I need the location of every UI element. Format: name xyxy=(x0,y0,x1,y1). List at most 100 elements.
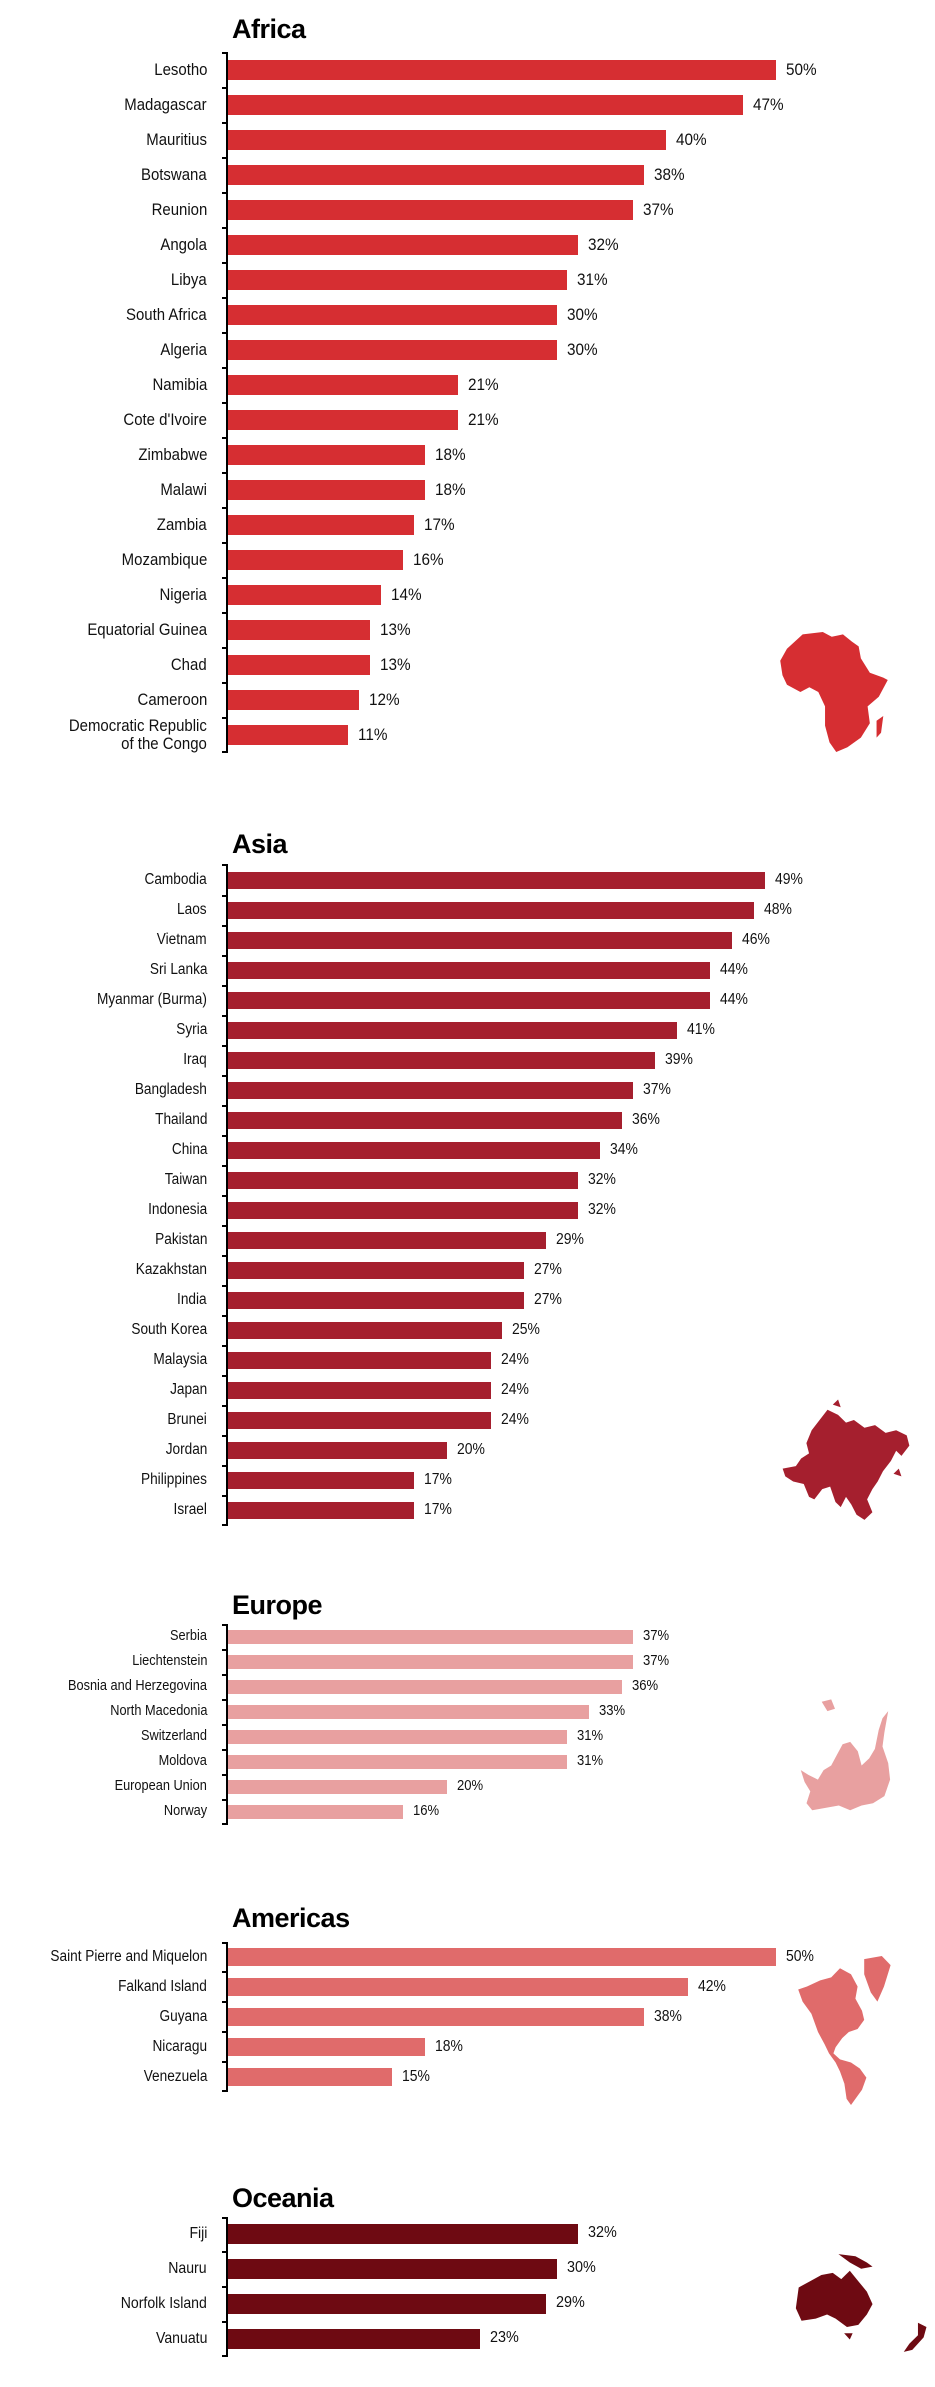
value-label: 17% xyxy=(424,514,455,534)
category-label: Equatorial Guinea xyxy=(87,621,207,639)
category-label-line: South Korea xyxy=(131,1321,207,1339)
y-axis-tick xyxy=(222,1971,227,1973)
bar xyxy=(228,1082,634,1099)
americas-map-icon-shape xyxy=(798,1956,891,2105)
y-axis-tick xyxy=(222,2061,227,2063)
category-label: Lesotho xyxy=(154,61,207,79)
category-label: Venezuela xyxy=(143,2068,207,2085)
value-label: 48% xyxy=(763,901,792,919)
value-label: 37% xyxy=(643,1081,672,1099)
category-label: Cambodia xyxy=(144,871,207,889)
category-label-line: Equatorial Guinea xyxy=(87,620,207,640)
y-axis-tick xyxy=(222,894,227,897)
bar xyxy=(228,962,710,979)
category-label-line: Nigeria xyxy=(159,585,207,605)
value-label: 21% xyxy=(467,409,499,429)
bar xyxy=(228,1202,579,1219)
value-label: 20% xyxy=(457,1778,484,1795)
value-label: 29% xyxy=(555,2294,585,2312)
y-axis-tick xyxy=(222,1194,227,1197)
category-label-line: Madagascar xyxy=(124,95,207,115)
y-axis-tick xyxy=(222,646,227,649)
y-axis-tick xyxy=(222,1748,227,1751)
category-label-line: Angola xyxy=(160,235,207,255)
value-label: 47% xyxy=(752,94,784,114)
category-label: South Korea xyxy=(131,1321,207,1339)
y-axis-tick xyxy=(222,1822,227,1825)
category-label-line: Serbia xyxy=(170,1628,207,1645)
bar xyxy=(228,725,349,745)
bar xyxy=(228,95,743,115)
bar xyxy=(228,340,557,360)
bar xyxy=(228,1680,623,1694)
category-label: Nicaragu xyxy=(152,2037,207,2055)
y-axis-tick xyxy=(222,191,227,194)
category-label-line: Namibia xyxy=(152,375,207,395)
asia-map-icon xyxy=(782,1399,910,1520)
value-label: 14% xyxy=(391,584,422,604)
y-axis-tick xyxy=(222,1344,227,1347)
value-label: 27% xyxy=(533,1261,562,1279)
value-label: 49% xyxy=(774,871,803,889)
value-label: 16% xyxy=(413,1803,440,1820)
bar xyxy=(228,1780,447,1794)
value-label: 44% xyxy=(719,991,748,1009)
europe-map-icon xyxy=(800,1699,891,1811)
category-label-line: Syria xyxy=(175,1021,207,1039)
y-axis-tick xyxy=(222,1164,227,1167)
category-label: European Union xyxy=(115,1779,207,1794)
category-label-line: Cambodia xyxy=(144,871,207,889)
bar xyxy=(228,1655,634,1669)
category-label: Madagascar xyxy=(125,96,207,114)
value-label: 30% xyxy=(566,304,598,324)
y-axis-tick xyxy=(222,2250,227,2253)
category-label-line: Falkand Island xyxy=(118,1977,207,1995)
y-axis-tick xyxy=(222,366,227,369)
bar xyxy=(228,1382,491,1399)
category-label: Indonesia xyxy=(148,1202,207,1219)
category-label-line: Vanuatu xyxy=(155,2329,207,2347)
bar xyxy=(228,585,382,605)
bar xyxy=(228,1705,590,1719)
category-label-line: Liechtenstein xyxy=(131,1653,207,1670)
y-axis-line xyxy=(226,2217,228,2357)
category-label-line: Zimbabwe xyxy=(137,445,207,465)
y-axis-tick xyxy=(222,1404,227,1407)
bar xyxy=(228,1112,623,1129)
y-axis-tick xyxy=(222,261,227,264)
y-axis-tick xyxy=(222,1624,227,1626)
value-label: 16% xyxy=(413,549,444,569)
category-label-line: Pakistan xyxy=(154,1231,207,1249)
y-axis-tick xyxy=(222,1673,227,1676)
y-axis-tick xyxy=(222,1044,227,1047)
y-axis-tick xyxy=(222,156,227,159)
category-label-line: Jordan xyxy=(165,1441,207,1459)
category-label-line: Norway xyxy=(163,1803,207,1820)
bar xyxy=(228,1142,601,1159)
category-label-line: Switzerland xyxy=(141,1728,207,1745)
category-label-line: Iraq xyxy=(183,1051,207,1069)
y-axis-tick xyxy=(222,296,227,299)
bar xyxy=(228,992,710,1009)
bar xyxy=(228,515,415,535)
y-axis-tick xyxy=(222,401,227,404)
category-label-line: Libya xyxy=(171,270,207,290)
category-label-line: Sri Lanka xyxy=(149,961,207,979)
value-label: 37% xyxy=(643,1628,670,1645)
category-label-line: Philippines xyxy=(141,1471,207,1489)
category-label-line: Brunei xyxy=(167,1411,207,1429)
category-label: Cameroon xyxy=(137,691,207,709)
bar xyxy=(228,2224,579,2244)
bar xyxy=(228,620,371,640)
value-label: 24% xyxy=(500,1351,529,1369)
category-label-line: Nicaragu xyxy=(152,2037,207,2055)
bar xyxy=(228,165,645,185)
category-label-line: Israel xyxy=(173,1501,207,1519)
category-label-line: Cote d'Ivoire xyxy=(123,410,207,430)
y-axis-tick xyxy=(222,1224,227,1227)
category-label-line: Saint Pierre and Miquelon xyxy=(50,1947,207,1965)
americas-map-icon xyxy=(798,1956,891,2105)
y-axis-tick xyxy=(222,471,227,474)
y-axis-tick xyxy=(222,1648,227,1651)
bar xyxy=(228,2329,480,2349)
